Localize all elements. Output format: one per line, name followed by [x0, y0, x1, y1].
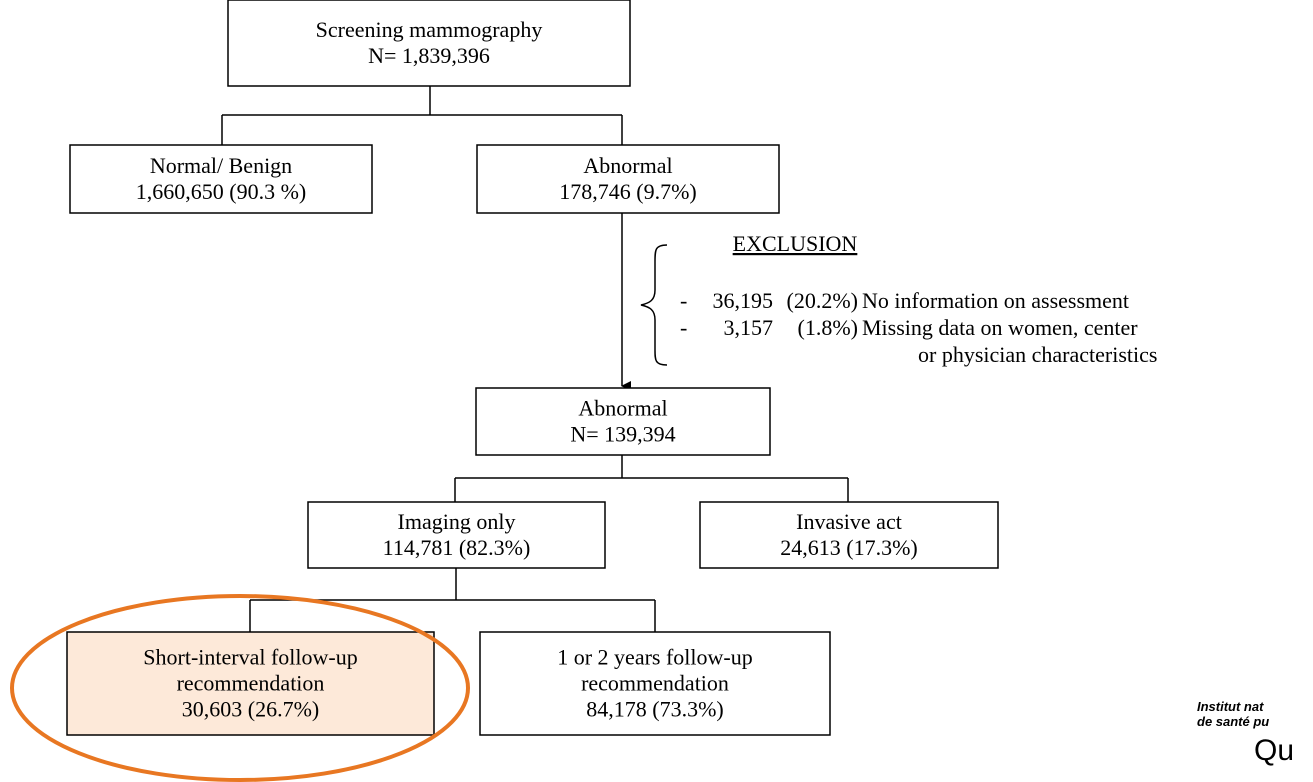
- exclusion-title: EXCLUSION: [733, 231, 858, 256]
- exclusion-percent: (20.2%): [787, 288, 858, 313]
- node-box: [479, 631, 831, 736]
- node-label: Invasive act: [796, 509, 902, 534]
- node-label: 1 or 2 years follow-up: [557, 645, 753, 670]
- node-label: Abnormal: [578, 396, 667, 421]
- exclusion-count: 36,195: [713, 288, 774, 313]
- logo-text: Qu: [1254, 734, 1294, 767]
- node-box: [307, 501, 606, 569]
- node-label: 30,603 (26.7%): [182, 697, 319, 722]
- node-box: [227, 0, 631, 87]
- exclusion-text: Missing data on women, center: [862, 315, 1138, 340]
- node-box: [66, 631, 435, 736]
- exclusion: EXCLUSION - 36,195 (20.2%) No information on…: [680, 231, 1157, 367]
- node-label: N= 139,394: [570, 422, 675, 447]
- node-label: 24,613 (17.3%): [780, 535, 917, 560]
- connectors: [221, 86, 849, 632]
- exclusion-count: 3,157: [724, 315, 774, 340]
- bullet: -: [680, 288, 687, 313]
- node-label: 1,660,650 (90.3 %): [136, 179, 306, 204]
- node-label: Normal/ Benign: [150, 153, 292, 178]
- node-label: Imaging only: [398, 509, 516, 534]
- node-label: Screening mammography: [316, 17, 543, 42]
- exclusion-text: No information on assessment: [862, 288, 1129, 313]
- node-box: [476, 144, 780, 214]
- node-label: 84,178 (73.3%): [586, 697, 723, 722]
- bullet: -: [680, 315, 687, 340]
- node-label: 178,746 (9.7%): [559, 179, 696, 204]
- node-box: [475, 387, 771, 456]
- node-box: [69, 144, 373, 214]
- node-label: Abnormal: [583, 153, 672, 178]
- node-label: 114,781 (82.3%): [383, 535, 531, 560]
- highlight-ellipse: [10, 594, 470, 782]
- exclusion-percent: (1.8%): [798, 315, 858, 340]
- node-label: recommendation: [177, 671, 325, 696]
- node-label: recommendation: [581, 671, 729, 696]
- logo-text: Institut nat: [1197, 699, 1264, 714]
- exclusion-text: or physician characteristics: [918, 342, 1157, 367]
- logo-text: de santé pu: [1197, 714, 1269, 729]
- node-label: Short-interval follow-up: [143, 645, 357, 670]
- node-box: [699, 501, 999, 569]
- node-label: N= 1,839,396: [368, 43, 490, 68]
